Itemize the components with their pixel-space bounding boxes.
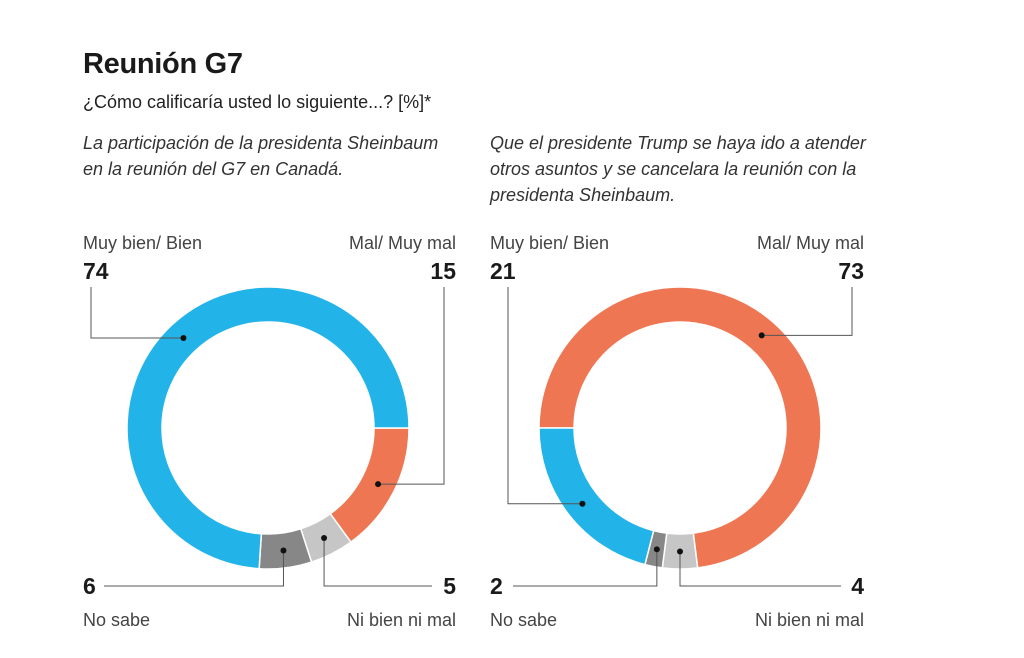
right-no-sabe-label: No sabe — [490, 610, 558, 630]
right-ni-bien-label: Ni bien ni mal — [754, 610, 864, 630]
right-leader-dot-muy-bien — [579, 500, 586, 507]
right-no-sabe-value: 2 — [490, 573, 503, 599]
left-muy-bien-label: Muy bien/ Bien — [83, 233, 203, 253]
right-leader-dot-mal — [758, 332, 765, 339]
left-no-sabe-value: 6 — [83, 573, 96, 599]
right-mal-label: Mal/ Muy mal — [756, 233, 864, 253]
right-slice-mal — [538, 286, 822, 569]
right-mal-value: 73 — [838, 258, 864, 284]
right-ni-bien-value: 4 — [851, 573, 864, 599]
left-leader-no-sabe — [104, 550, 284, 587]
left-leader-dot-muy-bien — [180, 334, 187, 341]
left-no-sabe-label: No sabe — [83, 610, 151, 630]
chart-subtitle: ¿Cómo calificaría usted lo siguiente...?… — [83, 92, 432, 112]
left-leader-muy-bien — [90, 287, 184, 339]
chart-title: Reunión G7 — [83, 48, 243, 80]
left-ni-bien-label: Ni bien ni mal — [346, 610, 456, 630]
left-muy-bien-value: 74 — [83, 258, 109, 284]
left-mal-value: 15 — [430, 258, 456, 284]
right-muy-bien-value: 21 — [490, 258, 516, 284]
left-leader-ni-bien — [323, 538, 432, 587]
right-leader-ni-bien — [679, 551, 841, 587]
right-muy-bien-label: Muy bien/ Bien — [490, 233, 610, 253]
right-leader-no-sabe — [513, 549, 658, 587]
right-leader-dot-no-sabe — [653, 546, 660, 553]
left-leader-dot-mal — [375, 481, 382, 488]
right-leader-muy-bien — [507, 287, 583, 505]
right-slice-muy-bien — [538, 427, 655, 566]
left-mal-label: Mal/ Muy mal — [348, 233, 456, 253]
left-leader-dot-no-sabe — [280, 547, 287, 554]
left-leader-dot-ni-bien — [321, 535, 328, 542]
left-slice-mal — [329, 427, 410, 544]
right-leader-mal — [761, 287, 853, 336]
question-right: Que el presidente Trump se haya ido a at… — [490, 133, 866, 205]
question-left: La participación de la presidenta Sheinb… — [83, 133, 439, 179]
left-ni-bien-value: 5 — [443, 573, 456, 599]
left-leader-mal — [378, 287, 445, 485]
right-leader-dot-ni-bien — [677, 548, 683, 555]
left-slice-muy-bien — [126, 286, 410, 570]
